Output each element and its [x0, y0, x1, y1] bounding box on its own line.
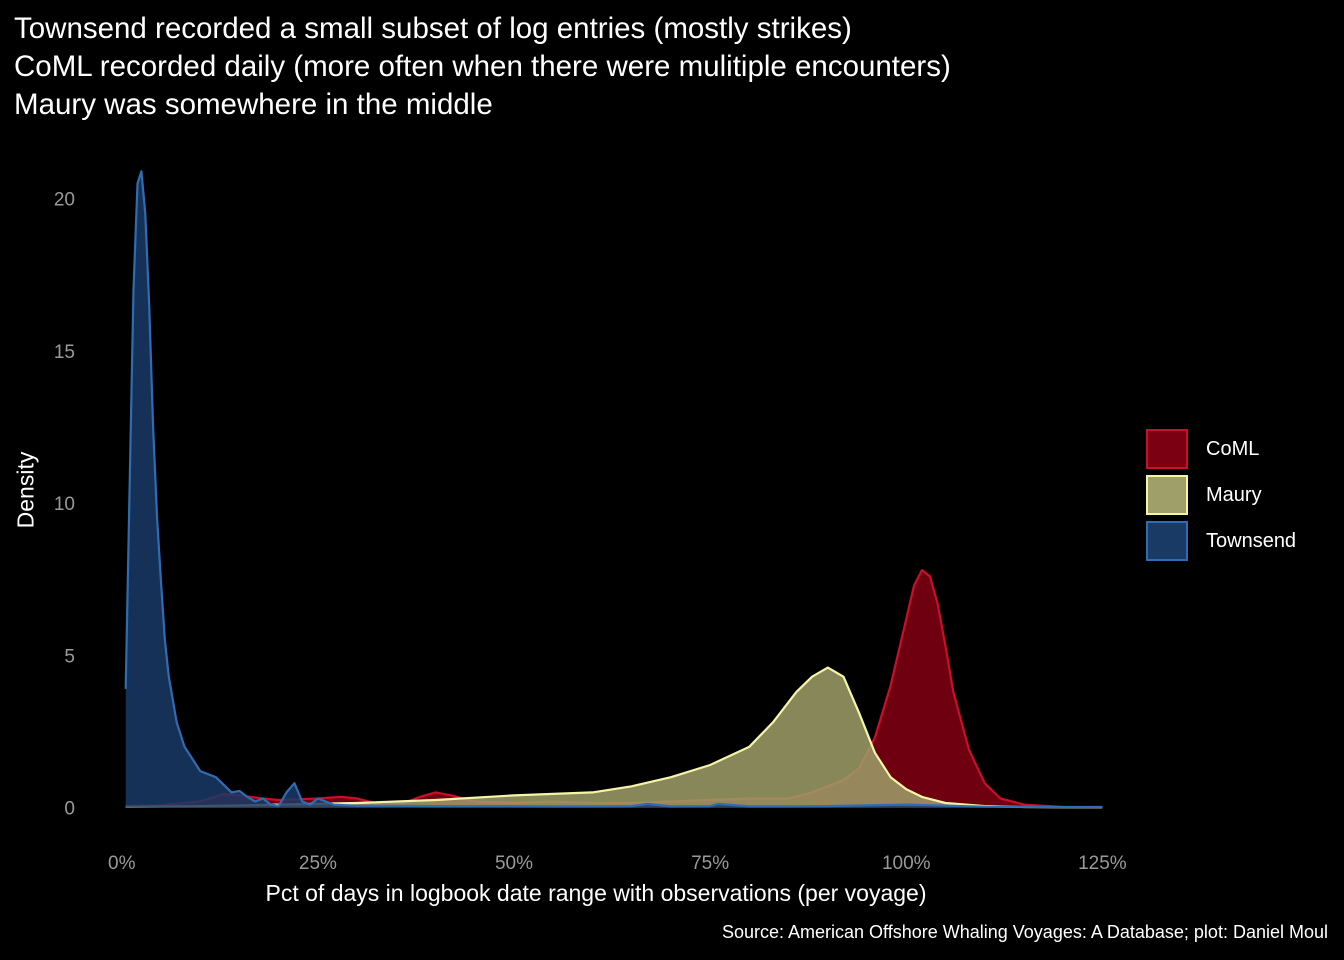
y-tick-label: 20	[54, 190, 75, 211]
legend: CoML Maury Townsend	[1146, 426, 1296, 564]
y-axis-ticks: 0 5 10 15 20	[54, 190, 75, 820]
x-tick-label: 25%	[299, 853, 337, 874]
legend-label-coml: CoML	[1206, 437, 1260, 460]
legend-item-maury: Maury	[1146, 472, 1296, 518]
chart-title-line-3: Maury was somewhere in the middle	[14, 88, 493, 121]
series-layer	[124, 170, 1103, 809]
y-tick-label: 5	[64, 646, 75, 667]
legend-item-coml: CoML	[1146, 426, 1296, 472]
x-tick-label: 0%	[108, 853, 136, 874]
chart-title-line-1: Townsend recorded a small subset of log …	[14, 12, 852, 45]
x-tick-label: 100%	[882, 853, 931, 874]
x-tick-label: 75%	[691, 853, 729, 874]
legend-key-coml	[1146, 429, 1188, 469]
y-tick-label: 0	[64, 799, 75, 820]
x-axis-title: Pct of days in logbook date range with o…	[265, 880, 927, 906]
legend-key-maury	[1146, 475, 1188, 515]
y-tick-label: 10	[54, 494, 75, 515]
y-tick-label: 15	[54, 342, 75, 363]
density-area-coml	[125, 570, 1103, 808]
legend-label-townsend: Townsend	[1206, 529, 1297, 552]
density-area-maury	[125, 667, 1103, 808]
legend-label-maury: Maury	[1206, 483, 1262, 506]
x-tick-label: 125%	[1078, 853, 1127, 874]
density-line-maury	[125, 666, 1103, 809]
chart-title-line-2: CoML recorded daily (more often when the…	[14, 50, 951, 83]
x-tick-label: 50%	[495, 853, 533, 874]
y-axis-title: Density	[12, 451, 39, 529]
density-line-townsend	[124, 170, 1103, 809]
legend-key-townsend	[1146, 521, 1188, 561]
chart-caption: Source: American Offshore Whaling Voyage…	[721, 922, 1328, 942]
legend-item-townsend: Townsend	[1146, 518, 1296, 564]
x-axis-ticks: 0% 25% 50% 75% 100% 125%	[108, 853, 1127, 874]
